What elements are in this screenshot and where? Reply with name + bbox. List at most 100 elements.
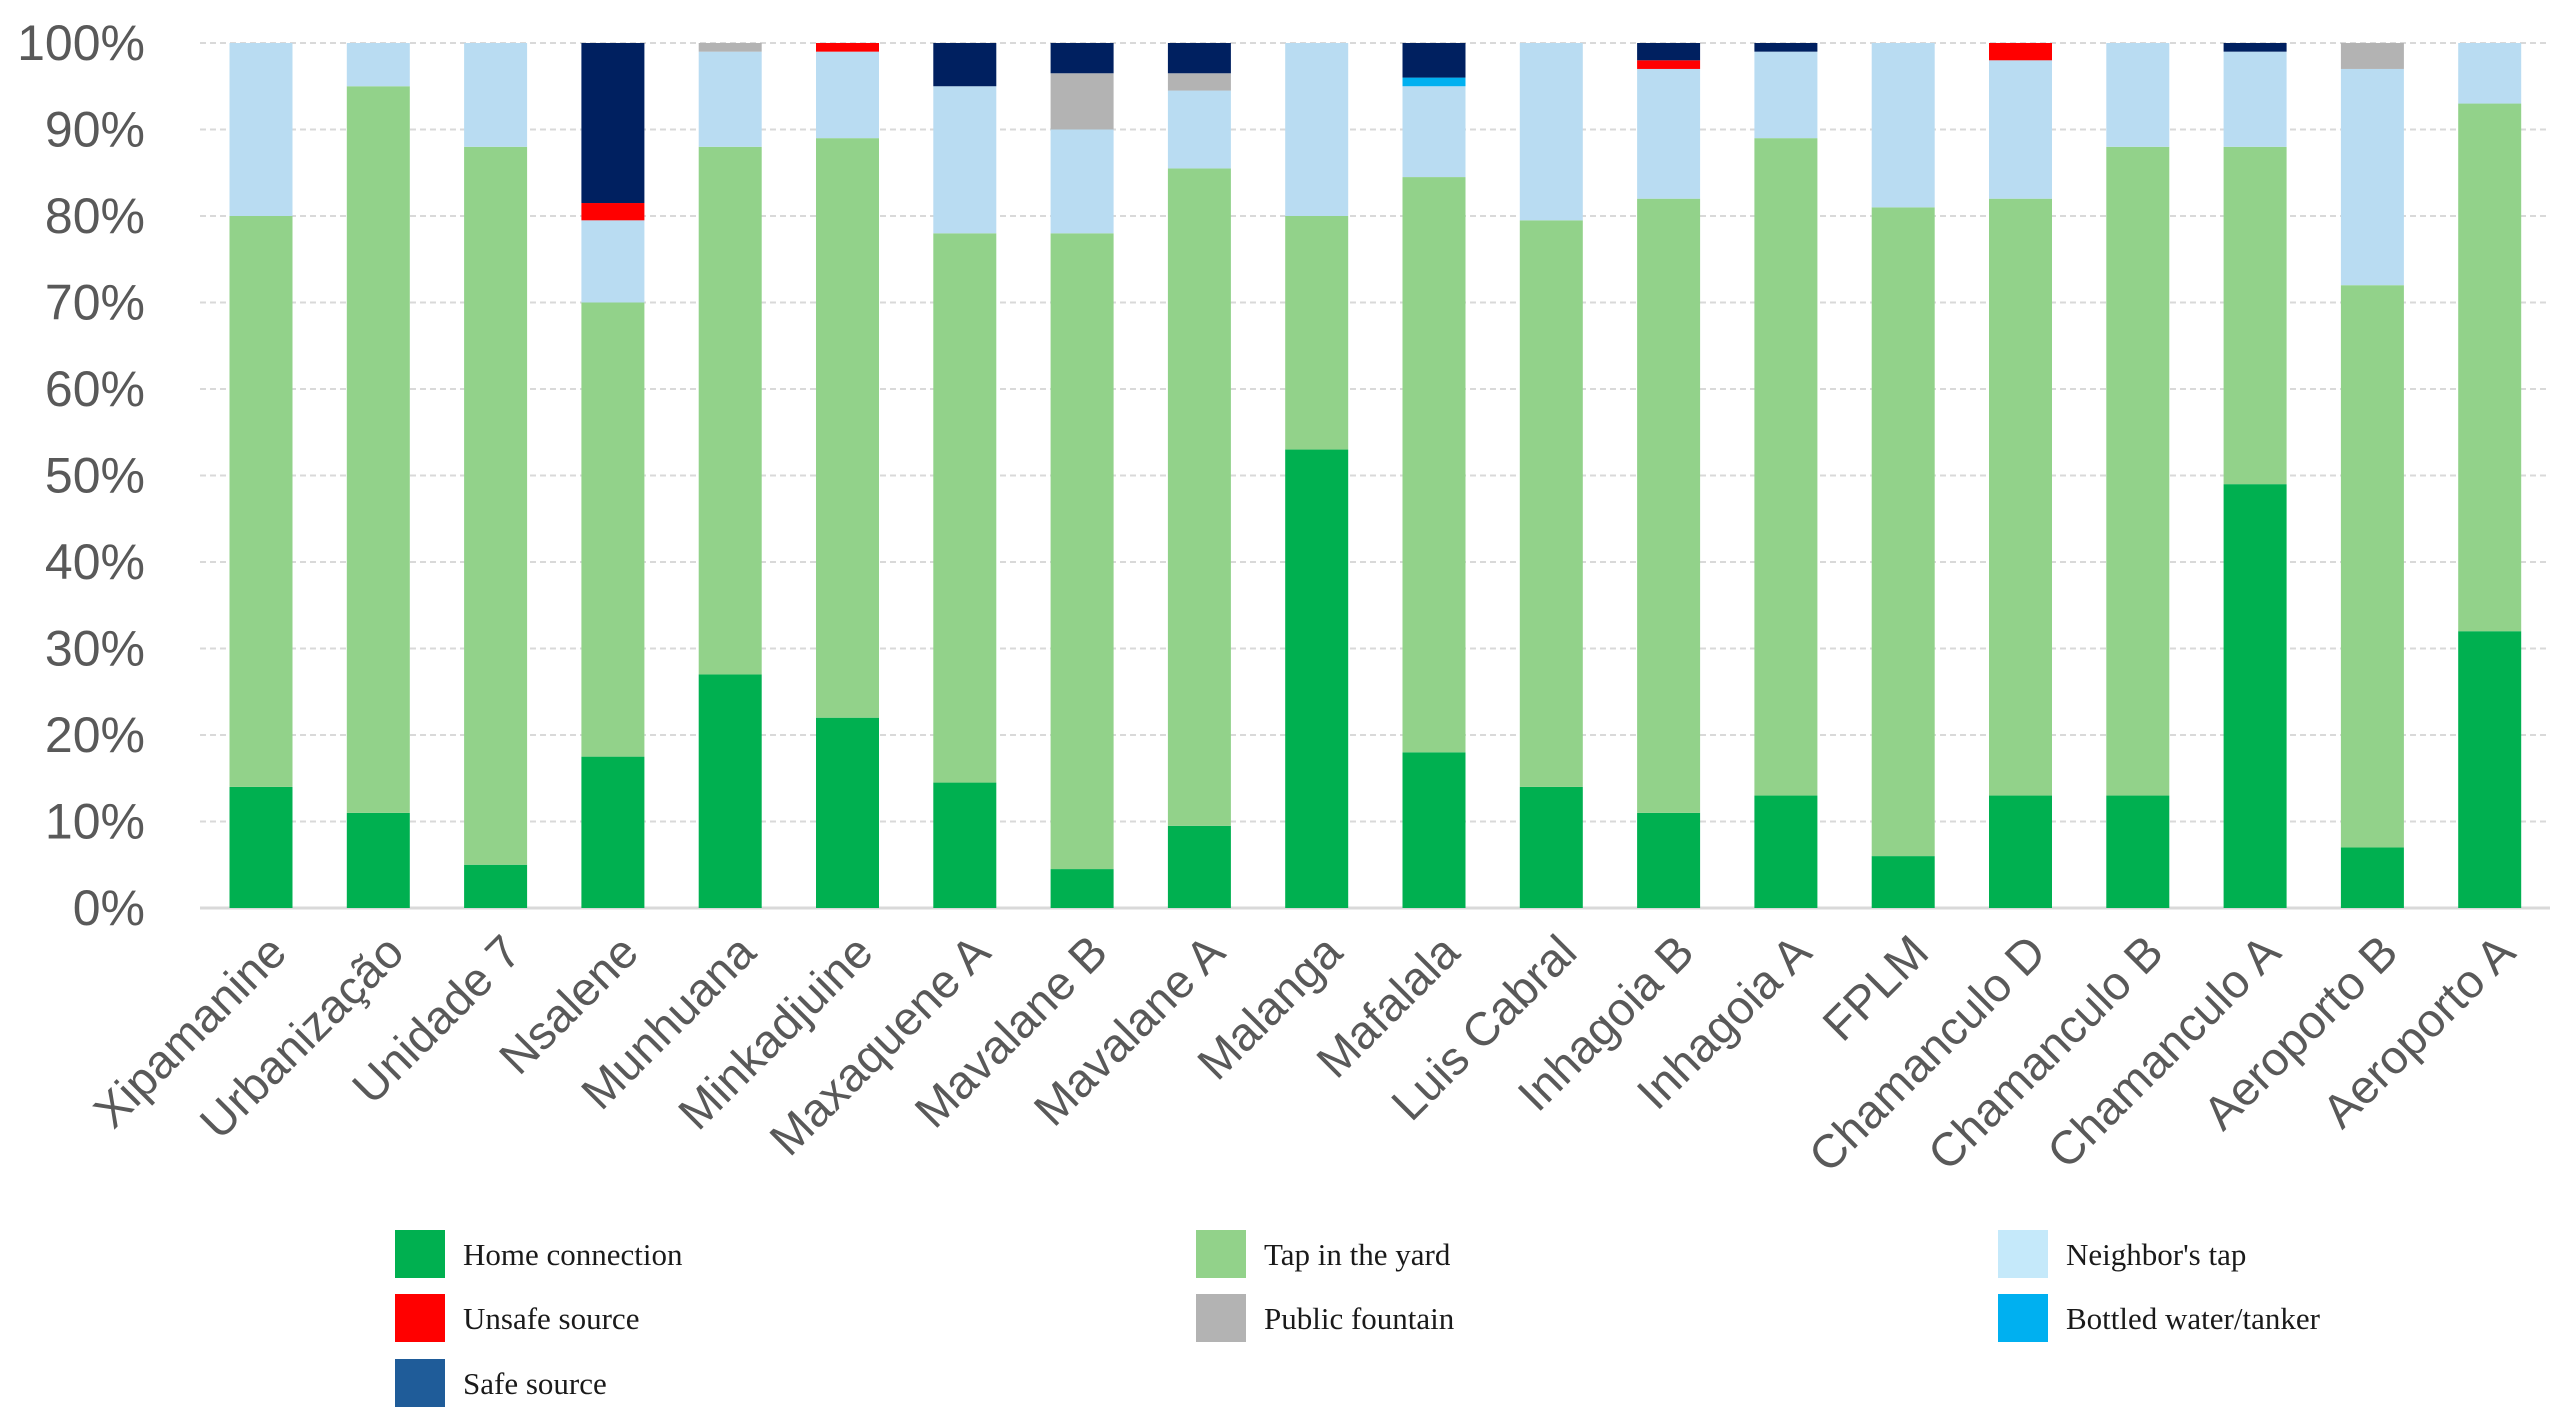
bar-stack <box>1637 43 1701 908</box>
bar-segment <box>581 756 645 908</box>
bar-segment <box>1167 43 1231 74</box>
bar-segment <box>816 51 879 139</box>
y-tick-label: 90% <box>45 102 145 158</box>
bar-stack <box>1167 43 1231 908</box>
bar-segment <box>1637 43 1701 61</box>
bar-segment <box>464 146 528 865</box>
bar-segment <box>816 717 879 908</box>
bars <box>229 43 2522 908</box>
bar-segment <box>581 43 645 204</box>
bar-segment <box>816 138 879 718</box>
bar-segment <box>229 43 293 216</box>
bar-segment <box>1871 856 1935 908</box>
legend-item: Safe source <box>395 1359 607 1407</box>
bar-segment <box>1285 43 1349 216</box>
bar-segment <box>464 43 528 147</box>
bar-segment <box>1050 869 1114 908</box>
bar-segment <box>1989 60 2052 199</box>
legend-swatch <box>1998 1294 2048 1342</box>
legend-item: Home connection <box>395 1230 683 1278</box>
bar-segment <box>816 43 879 52</box>
bar-segment <box>1754 43 1818 52</box>
x-tick-label: Urbanização <box>189 925 413 1149</box>
bar-stack <box>2223 43 2287 908</box>
bar-segment <box>1871 43 1935 208</box>
bar-stack <box>2340 43 2404 908</box>
y-tick-label: 70% <box>45 275 145 331</box>
bar-segment <box>2458 43 2522 104</box>
bar-segment <box>1402 752 1466 908</box>
bar-segment <box>698 674 762 908</box>
bar-segment <box>1519 43 1583 221</box>
bar-segment <box>464 864 528 908</box>
legend-label: Unsafe source <box>463 1301 639 1336</box>
bar-segment <box>933 43 997 87</box>
bar-segment <box>698 146 762 675</box>
bar-stack <box>933 43 997 908</box>
y-tick-label: 40% <box>45 534 145 590</box>
bar-stack <box>1285 43 1349 908</box>
legend-label: Neighbor's tap <box>2066 1237 2246 1272</box>
bar-segment <box>2340 847 2404 908</box>
bar-stack <box>1871 43 1935 908</box>
bar-segment <box>2458 631 2522 908</box>
bar-segment <box>229 786 293 908</box>
bar-stack <box>1519 43 1583 908</box>
legend-label: Safe source <box>463 1366 607 1401</box>
bar-segment <box>1637 68 1701 199</box>
bar-segment <box>2106 146 2170 796</box>
bar-segment <box>1637 198 1701 813</box>
bar-segment <box>1402 43 1466 78</box>
legend-item: Bottled water/tanker <box>1998 1294 2321 1342</box>
bar-stack <box>816 43 879 908</box>
bar-segment <box>1989 795 2052 908</box>
legend-item: Tap in the yard <box>1196 1230 1451 1278</box>
legend-swatch <box>395 1230 445 1278</box>
bar-segment <box>698 43 762 52</box>
legend-swatch <box>1196 1230 1246 1278</box>
bar-segment <box>933 782 997 908</box>
bar-stack <box>1402 43 1466 908</box>
bar-segment <box>1050 73 1114 130</box>
bar-stack <box>2106 43 2170 908</box>
bar-stack <box>1989 43 2052 908</box>
y-tick-label: 50% <box>45 448 145 504</box>
bar-segment <box>2458 103 2522 632</box>
bar-segment <box>229 216 293 787</box>
bar-segment <box>1519 786 1583 908</box>
bar-stack <box>1754 43 1818 908</box>
bar-stack <box>581 43 645 908</box>
bar-segment <box>581 220 645 303</box>
legend-item: Unsafe source <box>395 1294 639 1342</box>
bar-segment <box>346 86 410 813</box>
y-axis-tick-labels: 0% 10% 20% 30% 40% 50% 60% 70% 80% 90% 100% <box>17 15 145 936</box>
bar-segment <box>1989 198 2052 796</box>
bar-segment <box>2223 484 2287 908</box>
bar-stack <box>2458 43 2522 908</box>
legend-item: Public fountain <box>1196 1294 1455 1342</box>
y-tick-label: 60% <box>45 361 145 417</box>
bar-stack <box>1050 43 1114 908</box>
legend-label: Home connection <box>463 1237 683 1272</box>
bar-segment <box>1754 51 1818 139</box>
legend-swatch <box>395 1294 445 1342</box>
legend-swatch <box>395 1359 445 1407</box>
legend-swatch <box>1196 1294 1246 1342</box>
bar-segment <box>1285 449 1349 908</box>
legend-label: Public fountain <box>1264 1301 1455 1336</box>
bar-segment <box>1167 168 1231 826</box>
bar-segment <box>698 51 762 147</box>
bar-segment <box>933 86 997 234</box>
bar-stack <box>698 43 762 908</box>
bar-segment <box>1989 43 2052 61</box>
y-tick-label: 10% <box>45 794 145 850</box>
bar-segment <box>1167 73 1231 91</box>
bar-segment <box>1402 177 1466 753</box>
gridlines <box>200 42 2550 910</box>
bar-stack <box>346 43 410 908</box>
bar-segment <box>1050 43 1114 74</box>
bar-segment <box>1285 216 1349 450</box>
bar-segment <box>2106 43 2170 147</box>
